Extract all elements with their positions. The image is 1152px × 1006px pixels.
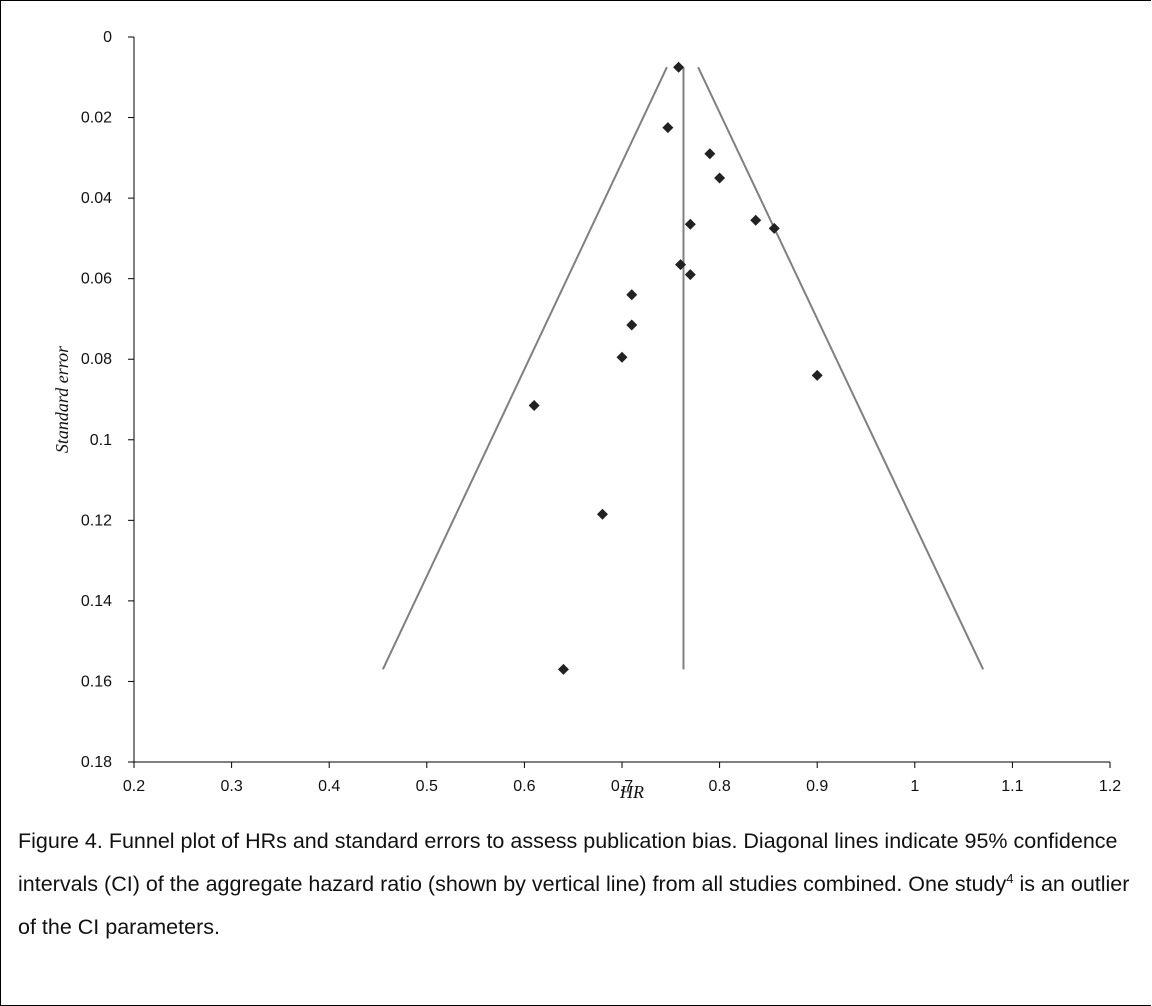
x-tick-label: 0.5: [416, 778, 438, 795]
data-point: [662, 122, 674, 134]
caption-text: Figure 4. Funnel plot of HRs and standar…: [18, 829, 1118, 896]
data-point: [626, 319, 638, 331]
data-point: [750, 214, 762, 226]
x-tick-label: 0.8: [708, 778, 730, 795]
ci-upper-line: [697, 66, 985, 670]
figure-caption: Figure 4. Funnel plot of HRs and standar…: [18, 820, 1133, 949]
y-tick-label: 0.08: [81, 351, 112, 368]
y-tick-label: 0.1: [90, 432, 112, 449]
data-point: [811, 369, 823, 381]
data-point: [528, 400, 540, 412]
x-axis-title: HR: [619, 782, 644, 800]
funnel-plot: 0 0.02 0.04 0.06 0.08 0.1 0.12 0.14 0.16 0.18 0.2 0…: [52, 29, 1121, 800]
data-point: [704, 148, 716, 160]
data-point: [768, 222, 780, 234]
y-axis-title: Standard error: [52, 345, 72, 453]
x-tick-label: 0.2: [123, 778, 145, 795]
y-tick-label: 0.06: [81, 271, 112, 288]
data-point: [675, 259, 687, 271]
data-point: [626, 289, 638, 301]
x-tick-label: 0.9: [806, 778, 828, 795]
y-tick-label: 0.12: [81, 512, 112, 529]
x-tick-label: 1.2: [1099, 778, 1121, 795]
axes: [128, 36, 1111, 768]
y-tick-label: 0.14: [81, 593, 112, 610]
data-point: [714, 172, 726, 184]
x-tick-label: 1.1: [1001, 778, 1023, 795]
y-tick-label: 0: [103, 29, 112, 46]
axis-labels: 0 0.02 0.04 0.06 0.08 0.1 0.12 0.14 0.16 0.18 0.2 0…: [52, 29, 1121, 800]
x-tick-label: 0.3: [220, 778, 242, 795]
confidence-interval-lines: [381, 66, 985, 670]
caption-text-end: is an outlier of the CI parameters.: [18, 872, 1130, 939]
y-tick-label: 0.18: [81, 754, 112, 771]
data-point: [684, 218, 696, 230]
y-tick-label: 0.02: [81, 110, 112, 127]
x-tick-label: 0.6: [513, 778, 535, 795]
data-point: [684, 269, 696, 281]
x-tick-label: 0.7: [611, 778, 633, 795]
caption-superscript: 4: [1006, 870, 1014, 886]
y-tick-label: 0.16: [81, 673, 112, 690]
x-tick-label: 0.4: [318, 778, 340, 795]
data-point: [557, 663, 569, 675]
x-tick-label: 1: [910, 778, 919, 795]
y-tick-label: 0.04: [81, 190, 112, 207]
ci-lower-line: [381, 66, 668, 670]
data-points: [528, 61, 823, 675]
data-point: [596, 508, 608, 520]
data-point: [673, 61, 685, 73]
data-point: [616, 351, 628, 363]
